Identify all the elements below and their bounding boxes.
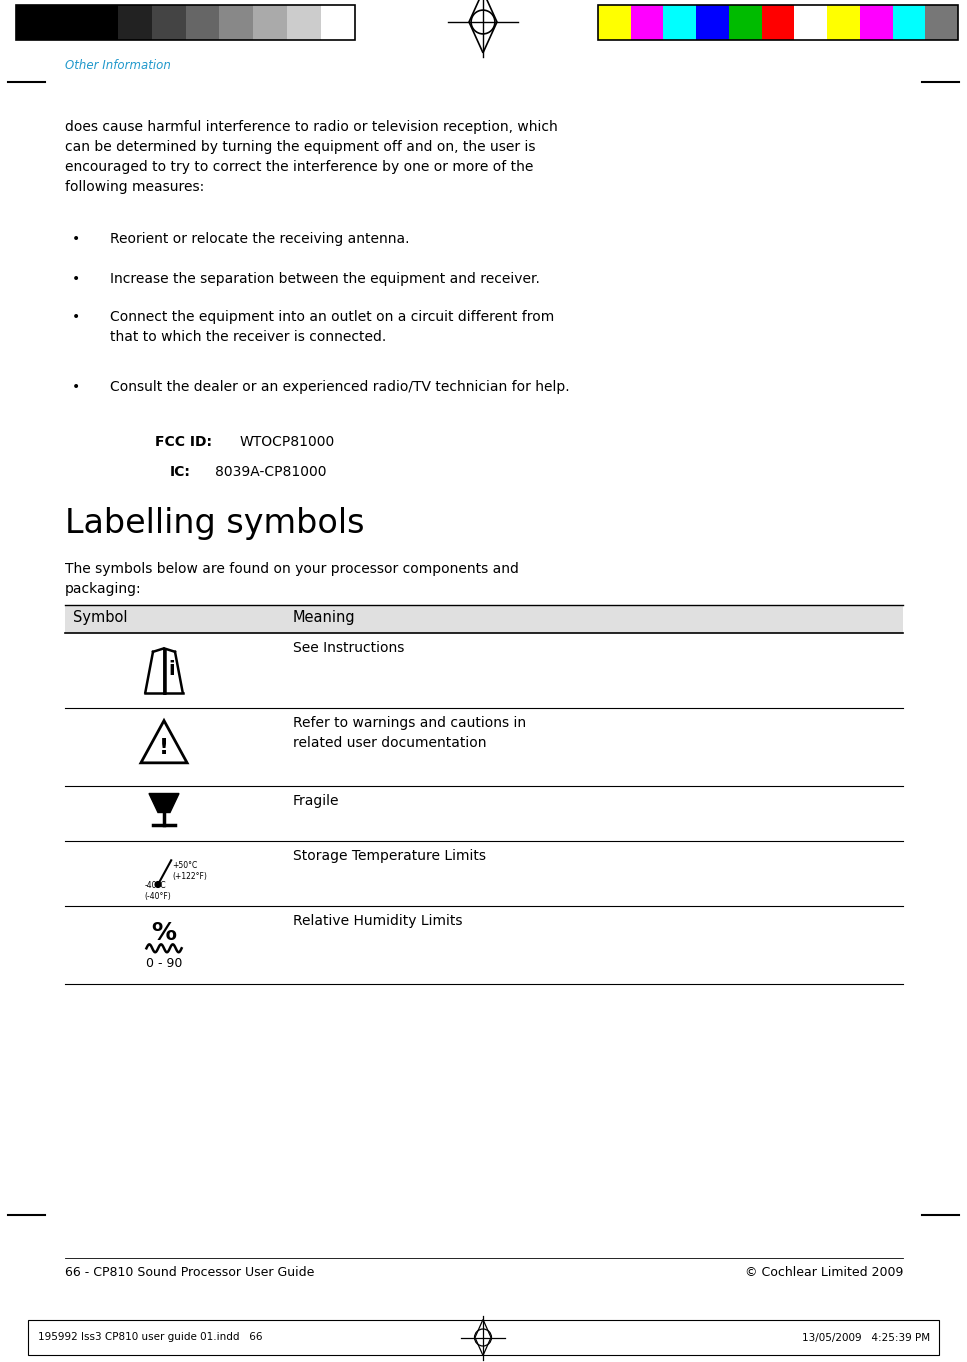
Bar (65, 605, 903, 633)
Text: 195992 Iss3 CP810 user guide 01.indd   66: 195992 Iss3 CP810 user guide 01.indd 66 (38, 1332, 262, 1343)
Text: Symbol: Symbol (73, 610, 128, 625)
Bar (321, 5, 355, 39)
Bar (287, 5, 321, 39)
Text: +50°C
(+122°F): +50°C (+122°F) (172, 861, 207, 881)
Text: i: i (168, 661, 175, 678)
Bar (696, 5, 729, 39)
Text: •: • (72, 311, 80, 324)
Text: !: ! (159, 738, 169, 759)
Text: Connect the equipment into an outlet on a circuit different from
that to which t: Connect the equipment into an outlet on … (110, 311, 554, 345)
Bar (152, 5, 186, 39)
Text: •: • (72, 272, 80, 286)
Bar (893, 5, 925, 39)
Text: WTOCP81000: WTOCP81000 (240, 434, 336, 449)
Text: Reorient or relocate the receiving antenna.: Reorient or relocate the receiving anten… (110, 232, 409, 247)
Bar (827, 5, 860, 39)
Text: 0 - 90: 0 - 90 (146, 957, 182, 970)
Text: IC:: IC: (170, 464, 190, 479)
Bar (762, 5, 794, 39)
Bar (50, 5, 84, 39)
Text: Increase the separation between the equipment and receiver.: Increase the separation between the equi… (110, 272, 540, 286)
Text: See Instructions: See Instructions (293, 642, 404, 655)
Text: Storage Temperature Limits: Storage Temperature Limits (293, 849, 486, 864)
Text: Consult the dealer or an experienced radio/TV technician for help.: Consult the dealer or an experienced rad… (110, 380, 570, 394)
Bar (253, 5, 287, 39)
Text: Fragile: Fragile (293, 794, 339, 808)
Text: The symbols below are found on your processor components and
packaging:: The symbols below are found on your proc… (65, 563, 519, 597)
Text: Meaning: Meaning (293, 610, 356, 625)
Text: 13/05/2009   4:25:39 PM: 13/05/2009 4:25:39 PM (802, 1332, 930, 1343)
Polygon shape (149, 794, 179, 813)
Text: Relative Humidity Limits: Relative Humidity Limits (293, 914, 462, 928)
Bar (729, 5, 762, 39)
Bar (84, 5, 118, 39)
Bar (186, 5, 220, 39)
Text: %: % (152, 921, 177, 945)
Bar (598, 5, 630, 39)
Text: does cause harmful interference to radio or television reception, which
can be d: does cause harmful interference to radio… (65, 120, 558, 195)
Bar (598, 5, 958, 39)
Text: © Cochlear Limited 2009: © Cochlear Limited 2009 (745, 1267, 903, 1279)
Text: Refer to warnings and cautions in
related user documentation: Refer to warnings and cautions in relate… (293, 716, 526, 750)
Bar (118, 5, 152, 39)
Bar (16, 5, 50, 39)
Bar (794, 5, 827, 39)
Text: •: • (72, 232, 80, 247)
Bar (925, 5, 958, 39)
Bar (28, 1320, 939, 1355)
Circle shape (155, 881, 161, 888)
Text: Other Information: Other Information (65, 59, 171, 72)
Bar (630, 5, 663, 39)
Bar (220, 5, 253, 39)
Bar (663, 5, 696, 39)
Bar (860, 5, 893, 39)
Text: •: • (72, 380, 80, 394)
Text: 66 - CP810 Sound Processor User Guide: 66 - CP810 Sound Processor User Guide (65, 1267, 314, 1279)
Text: FCC ID:: FCC ID: (155, 434, 212, 449)
Text: Labelling symbols: Labelling symbols (65, 507, 365, 539)
Text: 8039A-CP81000: 8039A-CP81000 (215, 464, 327, 479)
Bar (16, 5, 355, 39)
Text: -40°C
(-40°F): -40°C (-40°F) (145, 881, 171, 900)
